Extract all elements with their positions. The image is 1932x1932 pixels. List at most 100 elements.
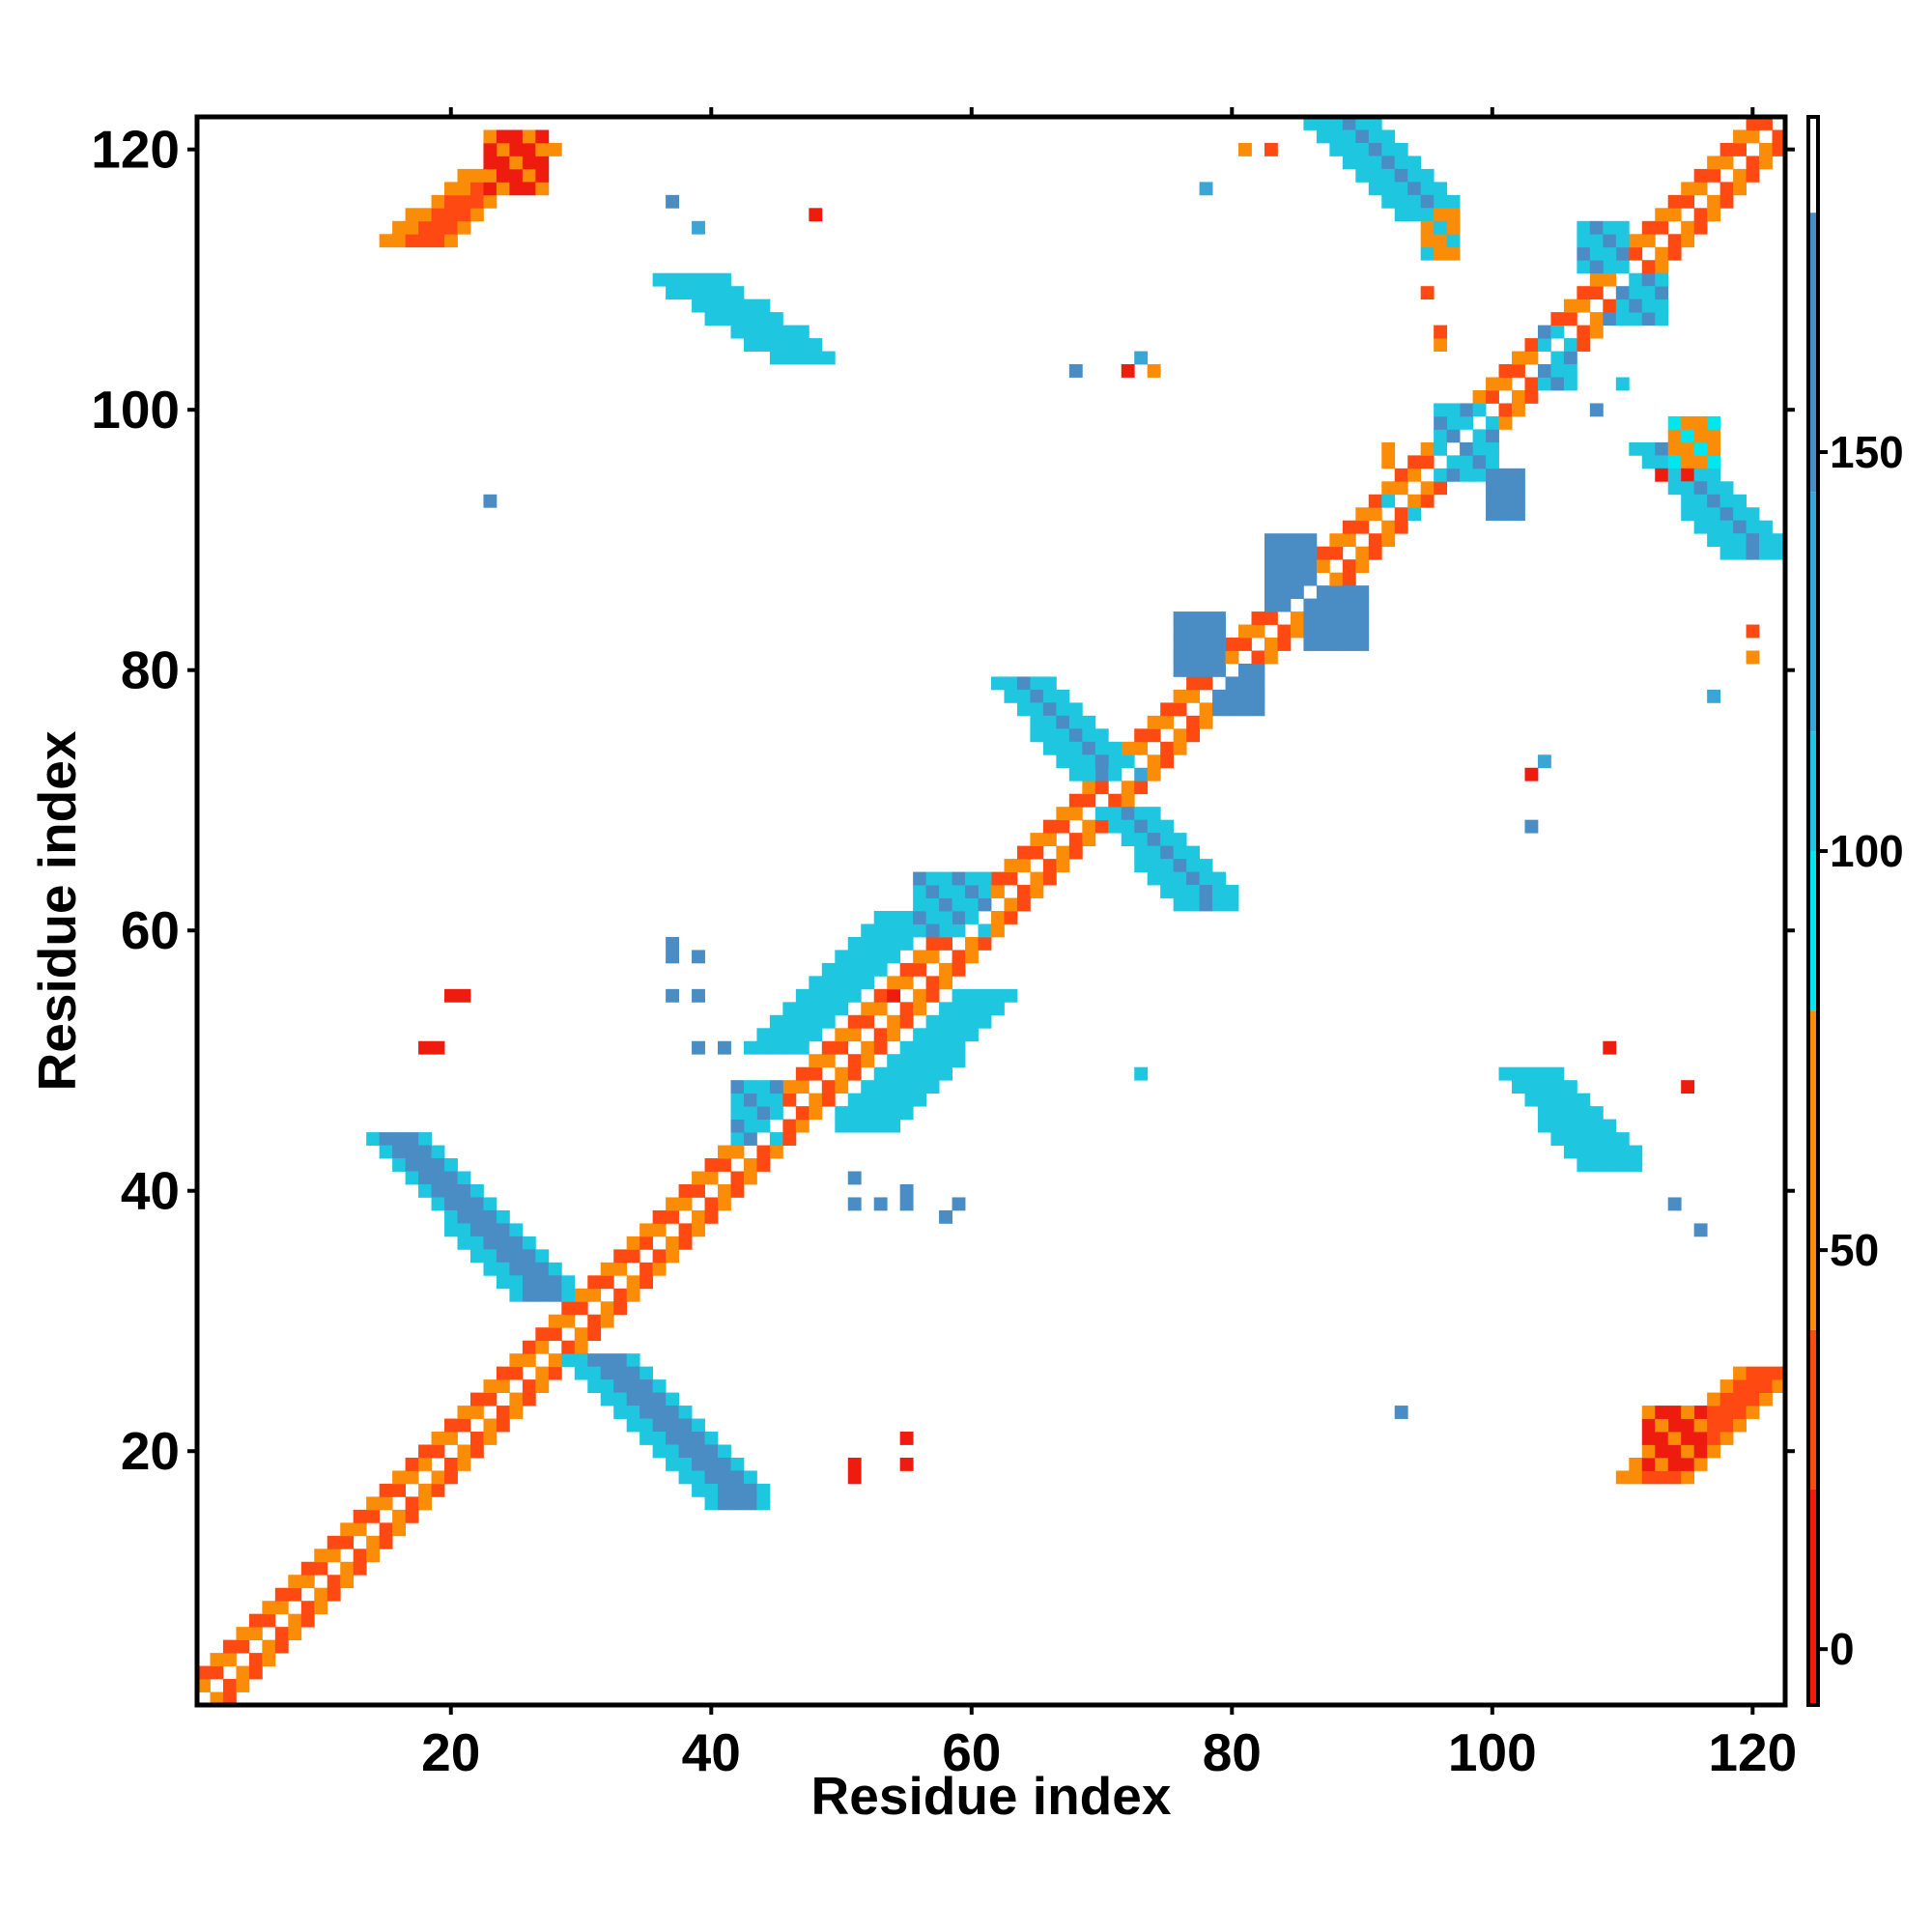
heatmap-cell: [1693, 182, 1708, 196]
heatmap-cell: [1537, 1066, 1551, 1081]
y-axis-title: Residue index: [27, 730, 87, 1091]
heatmap-cell: [392, 1145, 407, 1159]
heatmap-cell: [1707, 1406, 1721, 1419]
heatmap-cell: [1759, 156, 1773, 170]
heatmap-cell: [1681, 234, 1695, 248]
heatmap-cell: [1212, 885, 1226, 898]
heatmap-cell: [652, 1406, 667, 1419]
heatmap-cell: [1512, 1080, 1525, 1094]
colorbar-axis: 0 50 100 150: [1818, 427, 1904, 1674]
heatmap-cell: [1199, 624, 1213, 639]
heatmap-cell: [925, 936, 940, 951]
heatmap-cell: [626, 1366, 640, 1380]
heatmap-cell: [1641, 1406, 1656, 1419]
heatmap-cell: [873, 1197, 888, 1211]
heatmap-cell: [1486, 507, 1499, 522]
heatmap-cell: [236, 1627, 250, 1641]
heatmap-cell: [795, 1014, 810, 1029]
heatmap-cell: [1251, 650, 1265, 665]
heatmap-cell: [1147, 807, 1161, 821]
heatmap-cell: [548, 1275, 562, 1290]
heatmap-cell: [522, 1340, 536, 1354]
colorbar-segment: [1808, 851, 1818, 1011]
heatmap-cell: [1094, 781, 1109, 795]
heatmap-cell: [861, 1119, 875, 1133]
heatmap-cell: [952, 885, 966, 898]
heatmap-cell: [1524, 351, 1539, 365]
heatmap-cell: [861, 936, 875, 951]
heatmap-cell: [847, 950, 862, 964]
heatmap-cell: [847, 936, 862, 951]
heatmap-cell: [1316, 129, 1330, 144]
heatmap-cell: [795, 325, 810, 339]
heatmap-cell: [913, 871, 927, 886]
colorbar-tick-label: 100: [1830, 826, 1904, 876]
heatmap-cell: [1707, 441, 1721, 456]
heatmap-cell: [1134, 781, 1149, 795]
heatmap-cell: [718, 1470, 731, 1485]
heatmap-cell: [431, 234, 445, 248]
heatmap-cell: [1420, 182, 1435, 196]
heatmap-cell: [666, 1197, 679, 1211]
heatmap-cell: [457, 1209, 471, 1224]
heatmap-cell: [678, 1406, 693, 1419]
heatmap-cell: [274, 1587, 289, 1602]
heatmap-cell: [952, 1002, 966, 1016]
heatmap-cell: [1173, 689, 1187, 703]
heatmap-cell: [1641, 455, 1656, 469]
heatmap-cell: [1772, 1366, 1786, 1380]
heatmap-cell: [1016, 702, 1031, 717]
heatmap-cell: [469, 1444, 484, 1459]
heatmap-cell: [718, 1183, 731, 1198]
heatmap-cell: [483, 1262, 497, 1276]
heatmap-cell: [535, 1288, 550, 1302]
heatmap-cell: [939, 962, 952, 977]
heatmap-cell: [782, 1014, 797, 1029]
heatmap-cell: [1316, 598, 1330, 612]
heatmap-cell: [952, 988, 966, 1003]
heatmap-cell: [769, 1132, 783, 1146]
y-tick-label: 80: [121, 640, 180, 700]
heatmap-cell: [587, 1327, 602, 1342]
heatmap-cell: [1381, 156, 1396, 170]
heatmap-cell: [1264, 559, 1278, 574]
heatmap-cell: [939, 911, 952, 924]
heatmap-cell: [835, 1080, 849, 1094]
heatmap-cell: [222, 1691, 237, 1706]
heatmap-cell: [1342, 533, 1356, 548]
heatmap-cell: [666, 1249, 679, 1264]
heatmap-cell: [1381, 129, 1396, 144]
heatmap-cell: [899, 1066, 914, 1081]
heatmap-cell: [821, 1054, 836, 1068]
heatmap-cell: [743, 1093, 757, 1107]
heatmap-cell: [431, 1145, 445, 1159]
heatmap-cell: [782, 351, 797, 365]
heatmap-cell: [1264, 611, 1278, 625]
heatmap-cell: [1407, 182, 1422, 196]
heatmap-cell: [535, 1366, 550, 1380]
heatmap-cell: [782, 325, 797, 339]
heatmap-cell: [522, 1353, 536, 1368]
heatmap-cell: [678, 1183, 693, 1198]
heatmap-cell: [379, 234, 393, 248]
heatmap-cell: [600, 1275, 614, 1290]
heatmap-cell: [887, 976, 901, 990]
heatmap-cell: [1772, 533, 1786, 548]
heatmap-cell: [444, 220, 458, 235]
heatmap-cell: [626, 1418, 640, 1433]
heatmap-cell: [1486, 429, 1499, 443]
heatmap-cell: [1355, 142, 1370, 156]
heatmap-cell: [1460, 441, 1473, 456]
heatmap-cell: [1693, 208, 1708, 222]
heatmap-cell: [1746, 156, 1760, 170]
heatmap-cell: [913, 962, 927, 977]
heatmap-cell: [756, 1483, 771, 1497]
heatmap-cell: [1173, 741, 1187, 755]
heatmap-cell: [1472, 403, 1487, 417]
heatmap-cell: [300, 1613, 315, 1628]
heatmap-cell: [809, 1028, 823, 1042]
heatmap-cell: [1655, 1470, 1669, 1485]
heatmap-cell: [1681, 481, 1695, 496]
heatmap-cell: [288, 1587, 302, 1602]
heatmap-cell: [1264, 638, 1278, 651]
